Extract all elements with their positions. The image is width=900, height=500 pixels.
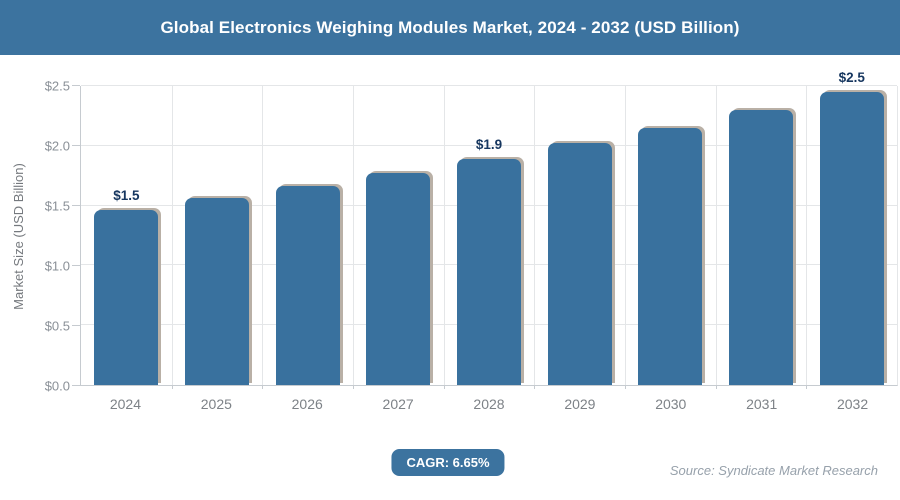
gridline-horizontal <box>81 85 897 86</box>
bar-value-label-2032: $2.5 <box>838 69 865 85</box>
x-tick-mark <box>171 385 173 389</box>
bar-2030 <box>638 127 703 385</box>
bar-2025 <box>185 198 249 385</box>
plot-area: $1.5 $1.9 $2.5 <box>80 70 898 389</box>
x-axis-label-2031: 2031 <box>746 396 778 412</box>
x-tick-mark <box>262 385 264 389</box>
bar-2029 <box>547 143 612 385</box>
y-tick-label: $0.5 <box>44 318 70 334</box>
bars-layer: $1.5 $1.9 $2.5 <box>81 70 897 385</box>
y-tick-mark <box>72 325 80 326</box>
y-tick-mark <box>72 145 80 146</box>
x-tick-mark <box>806 385 808 389</box>
gridline-vertical <box>443 86 445 385</box>
gridline-vertical <box>806 86 808 385</box>
bar-2031 <box>729 109 794 385</box>
gridline-vertical <box>534 86 536 385</box>
x-axis-label-2027: 2027 <box>382 396 414 412</box>
y-tick-label: $1.0 <box>44 258 70 274</box>
bar-cell-2024: $1.5 <box>81 86 172 385</box>
x-tick-mark <box>624 385 626 389</box>
x-tick-mark <box>352 385 354 389</box>
gridline-vertical <box>171 86 173 385</box>
bar-2028 <box>457 158 522 385</box>
bar-value-label-2028: $1.9 <box>475 136 503 152</box>
y-tick-mark <box>72 385 80 386</box>
x-axis-labels: 2024 2025 2026 2027 2028 2029 2030 2031 2032 <box>80 396 898 412</box>
bar-cell-2027 <box>353 86 444 385</box>
bar-2026 <box>275 186 340 385</box>
x-tick-mark <box>534 385 536 389</box>
y-axis-tick-labels: $0.0 $0.5 $1.0 $1.5 $2.0 $2.5 <box>0 79 70 394</box>
x-axis-label-2026: 2026 <box>291 396 323 412</box>
x-axis-label-2025: 2025 <box>200 396 232 412</box>
y-tick-label: $0.0 <box>44 378 70 394</box>
x-tick-mark <box>443 385 445 389</box>
y-tick-mark <box>72 265 80 266</box>
gridline-horizontal <box>81 144 897 146</box>
x-axis-label-2029: 2029 <box>564 396 596 412</box>
bar-cell-2026 <box>262 86 353 385</box>
bar-value-label-2024: $1.5 <box>113 188 140 204</box>
gridline-vertical <box>262 86 264 385</box>
y-tick-mark <box>72 85 80 86</box>
gridline-vertical <box>624 86 626 385</box>
header-banner: Global Electronics Weighing Modules Mark… <box>0 0 900 55</box>
y-axis-tickmarks <box>72 85 80 386</box>
x-axis-label-2030: 2030 <box>655 396 687 412</box>
bar-cell-2028: $1.9 <box>444 86 535 385</box>
x-tick-mark <box>715 385 717 389</box>
bar-cell-2025 <box>172 86 263 385</box>
bar-cell-2032: $2.5 <box>806 70 897 385</box>
bar-cell-2029 <box>534 86 625 385</box>
x-axis-label-2028: 2028 <box>473 396 505 412</box>
y-tick-label: $1.5 <box>44 198 70 214</box>
bar-2027 <box>366 173 431 385</box>
cagr-badge: CAGR: 6.65% <box>391 449 505 476</box>
x-axis-label-2032: 2032 <box>836 396 869 412</box>
y-tick-label: $2.0 <box>44 138 70 154</box>
y-tick-mark <box>72 205 80 206</box>
gridline-vertical <box>352 86 354 385</box>
gridline-vertical <box>715 86 717 385</box>
chart-title: Global Electronics Weighing Modules Mark… <box>160 17 740 37</box>
bar-2032 <box>819 91 884 385</box>
bar-2024 <box>94 210 159 385</box>
y-tick-label: $2.5 <box>44 78 70 94</box>
bar-cell-2030 <box>625 86 716 385</box>
x-axis-label-2024: 2024 <box>109 396 142 412</box>
bar-cell-2031 <box>716 86 807 385</box>
source-text: Source: Syndicate Market Research <box>669 463 878 478</box>
